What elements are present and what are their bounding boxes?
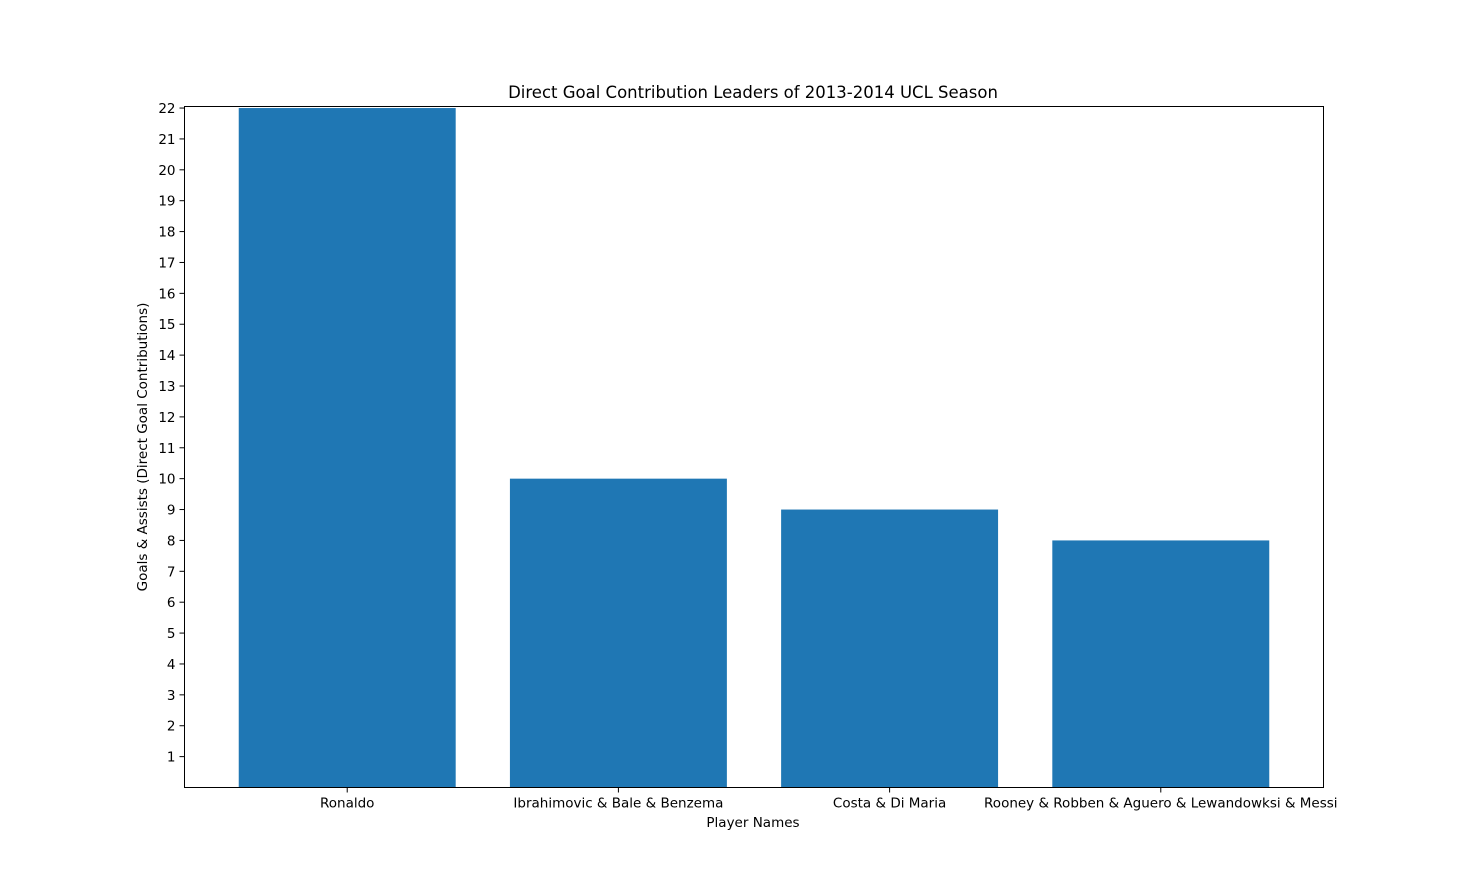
y-axis-label: Goals & Assists (Direct Goal Contributio…: [135, 303, 151, 592]
y-tick-label: 17: [158, 255, 175, 271]
y-tick-label: 12: [158, 410, 175, 426]
x-tick-label: Rooney & Robben & Aguero & Lewandowksi &…: [984, 796, 1338, 812]
y-tick-label: 5: [167, 626, 176, 642]
y-tick-label: 4: [167, 657, 176, 673]
y-tick-label: 9: [167, 503, 176, 519]
y-tick-label: 13: [158, 379, 175, 395]
y-tick-label: 19: [158, 194, 175, 210]
y-tick-label: 8: [167, 533, 176, 549]
y-tick-label: 18: [158, 225, 175, 241]
bar: [509, 478, 727, 788]
y-tick-label: 14: [158, 348, 175, 364]
y-tick-label: 11: [158, 441, 175, 457]
y-tick-label: 7: [167, 564, 176, 580]
y-tick-label: 21: [158, 132, 175, 148]
plot-area-frame: [184, 106, 1324, 788]
y-tick-label: 22: [158, 101, 175, 117]
x-tick-label: Ibrahimovic & Bale & Benzema: [513, 796, 723, 812]
x-tick-label: Costa & Di Maria: [833, 796, 946, 812]
y-tick-label: 6: [167, 595, 176, 611]
y-tick-label: 3: [167, 688, 176, 704]
y-tick-label: 20: [158, 163, 175, 179]
x-axis: Ronaldo Ibrahimovic & Bale & Benzema Costa…: [320, 787, 1338, 812]
y-tick-label: 15: [158, 317, 175, 333]
bar: [1052, 540, 1270, 788]
x-tick-label: Ronaldo: [320, 796, 374, 812]
bar: [781, 509, 999, 788]
x-axis-label: Player Names: [706, 815, 799, 831]
y-tick-label: 10: [158, 472, 175, 488]
y-tick-label: 16: [158, 286, 175, 302]
chart-title: Direct Goal Contribution Leaders of 2013…: [508, 83, 998, 102]
y-tick-label: 1: [167, 750, 176, 766]
bars: [238, 108, 1270, 788]
bar: [238, 108, 456, 788]
y-tick-label: 2: [167, 719, 176, 735]
